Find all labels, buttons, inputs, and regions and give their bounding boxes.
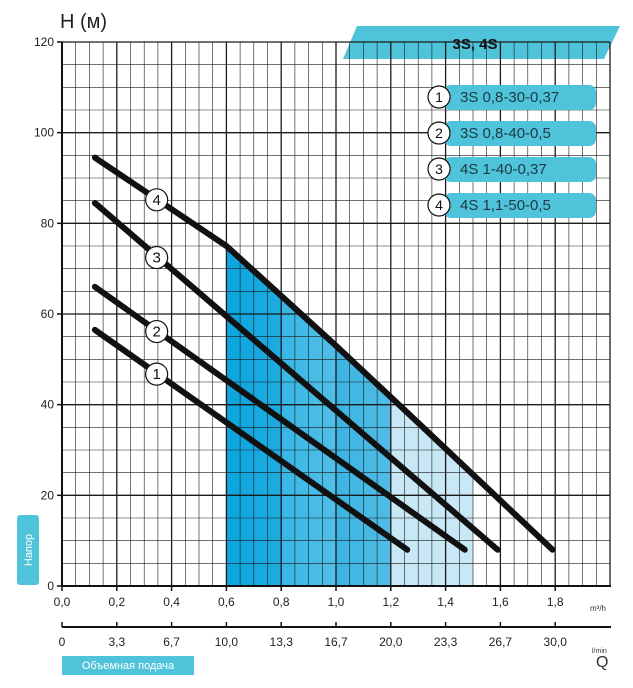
secondary-tick-label: 16,7 [324, 635, 348, 649]
secondary-tick-label: 26,7 [489, 635, 513, 649]
x-tick-label: 1,6 [492, 595, 509, 609]
legend-item-number: 4 [435, 197, 443, 213]
secondary-tick-label: 23,3 [434, 635, 458, 649]
legend-item-label: 3S 0,8-40-0,5 [460, 125, 551, 142]
curve-marker-number: 1 [152, 366, 160, 383]
x-tick-label: 0,0 [54, 595, 71, 609]
legend: 1 3S 0,8-30-0,37 2 3S 0,8-40-0,5 3 4S 1-40-0,… [427, 85, 596, 218]
x-tick-label: 1,8 [547, 595, 564, 609]
x-tick-label: 0,8 [273, 595, 290, 609]
curve-line-1 [91, 326, 411, 553]
y-tick-label: 120 [34, 35, 54, 49]
secondary-tick-label: 30,0 [544, 635, 568, 649]
legend-item-bg [444, 121, 596, 146]
performance-curves [91, 154, 556, 553]
x-axis-badge: Объемная подача [62, 656, 194, 675]
legend-item-bg [444, 85, 596, 110]
legend-item-number: 3 [435, 161, 443, 177]
x-tick-label: 1,2 [382, 595, 399, 609]
x-tick-label: 0,2 [108, 595, 125, 609]
curve-marker-number: 2 [152, 324, 160, 341]
chart-title: 3S, 4S [452, 36, 497, 53]
x-tick-label: 0,4 [163, 595, 180, 609]
curve-number-markers: 1 2 3 4 [145, 188, 169, 386]
legend-item-number: 2 [435, 125, 443, 141]
legend-item-marker [427, 121, 451, 145]
x-tick-label: 1,0 [328, 595, 345, 609]
legend-item-label: 4S 1,1-50-0,5 [460, 197, 551, 214]
legend-item-number: 1 [435, 89, 443, 105]
x-axis-q-label: Q [596, 654, 608, 671]
y-axis-title: H (м) [60, 11, 107, 33]
y-tick-label: 60 [41, 307, 55, 321]
secondary-tick-label: 10,0 [215, 635, 239, 649]
svg-text:Напор: Напор [23, 534, 35, 566]
legend-item-bg [444, 193, 596, 218]
x-tick-labels-lmin: 0 3,3 6,7 10,0 13,3 16,7 20,0 23,3 26,7 30,0 [59, 622, 568, 649]
x-unit-m3h: m³/h [590, 604, 606, 613]
x-tick-label: 1,4 [437, 595, 454, 609]
curve-marker-circle [145, 362, 169, 386]
legend-item-marker [427, 193, 451, 217]
curve-marker-circle [145, 245, 169, 270]
x-unit-lmin: l/min [592, 648, 607, 655]
secondary-tick-label: 0 [59, 635, 66, 649]
y-tick-label: 0 [47, 579, 54, 593]
x-tick-label: 0,6 [218, 595, 235, 609]
svg-text:Объемная подача: Объемная подача [82, 660, 175, 672]
secondary-tick-label: 13,3 [270, 635, 294, 649]
secondary-tick-label: 3,3 [108, 635, 125, 649]
legend-item-marker [427, 157, 451, 181]
y-tick-label: 20 [41, 488, 55, 502]
secondary-tick-label: 20,0 [379, 635, 403, 649]
y-tick-label: 40 [41, 398, 55, 412]
curve-marker-number: 3 [152, 250, 160, 267]
secondary-tick-label: 6,7 [163, 635, 180, 649]
curve-marker-number: 4 [152, 192, 160, 209]
y-tick-label: 80 [41, 216, 55, 230]
curve-marker-circle [145, 319, 169, 344]
x-tick-labels-m3h: 0,0 0,2 0,4 0,6 0,8 1,0 1,2 1,4 1,6 1,8 [54, 586, 564, 609]
legend-item-label: 4S 1-40-0,37 [460, 161, 547, 178]
legend-item-marker [427, 85, 451, 109]
y-tick-label: 100 [34, 126, 54, 140]
curve-marker-circle [145, 188, 169, 212]
curve-line-4 [91, 154, 556, 553]
y-tick-labels: 0 20 40 60 80 100 120 [34, 35, 62, 593]
legend-item-label: 3S 0,8-30-0,37 [460, 89, 559, 106]
y-axis-badge: Напор [17, 515, 39, 585]
legend-item-bg [444, 157, 596, 182]
